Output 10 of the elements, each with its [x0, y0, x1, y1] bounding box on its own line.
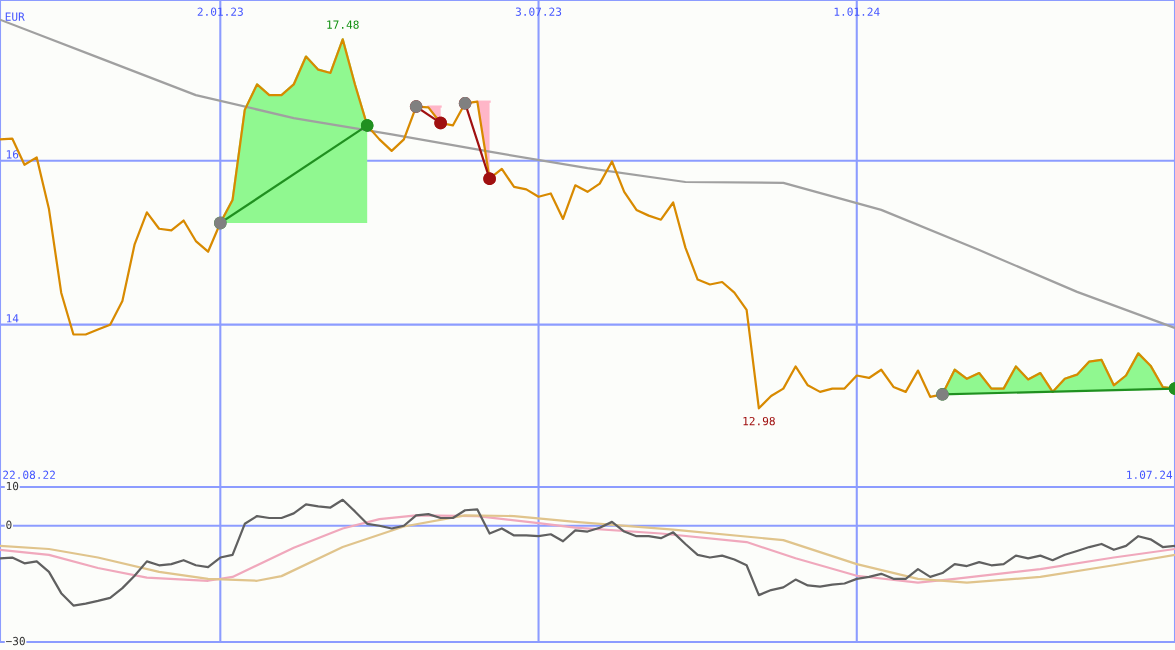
- annotation: 1.07.24: [1127, 470, 1173, 479]
- annotation: 22.08.22: [3, 470, 55, 479]
- y-tick-label: 10: [6, 481, 19, 491]
- y-tick-label: 14: [6, 314, 19, 323]
- y-tick-label: −30: [6, 636, 25, 646]
- y-tick-label: 16: [6, 150, 19, 159]
- y-axis-title: EUR: [5, 12, 25, 21]
- y-tick-label: 0: [6, 520, 12, 529]
- annotation: 12.98: [743, 416, 775, 426]
- annotation: 17.48: [327, 20, 359, 29]
